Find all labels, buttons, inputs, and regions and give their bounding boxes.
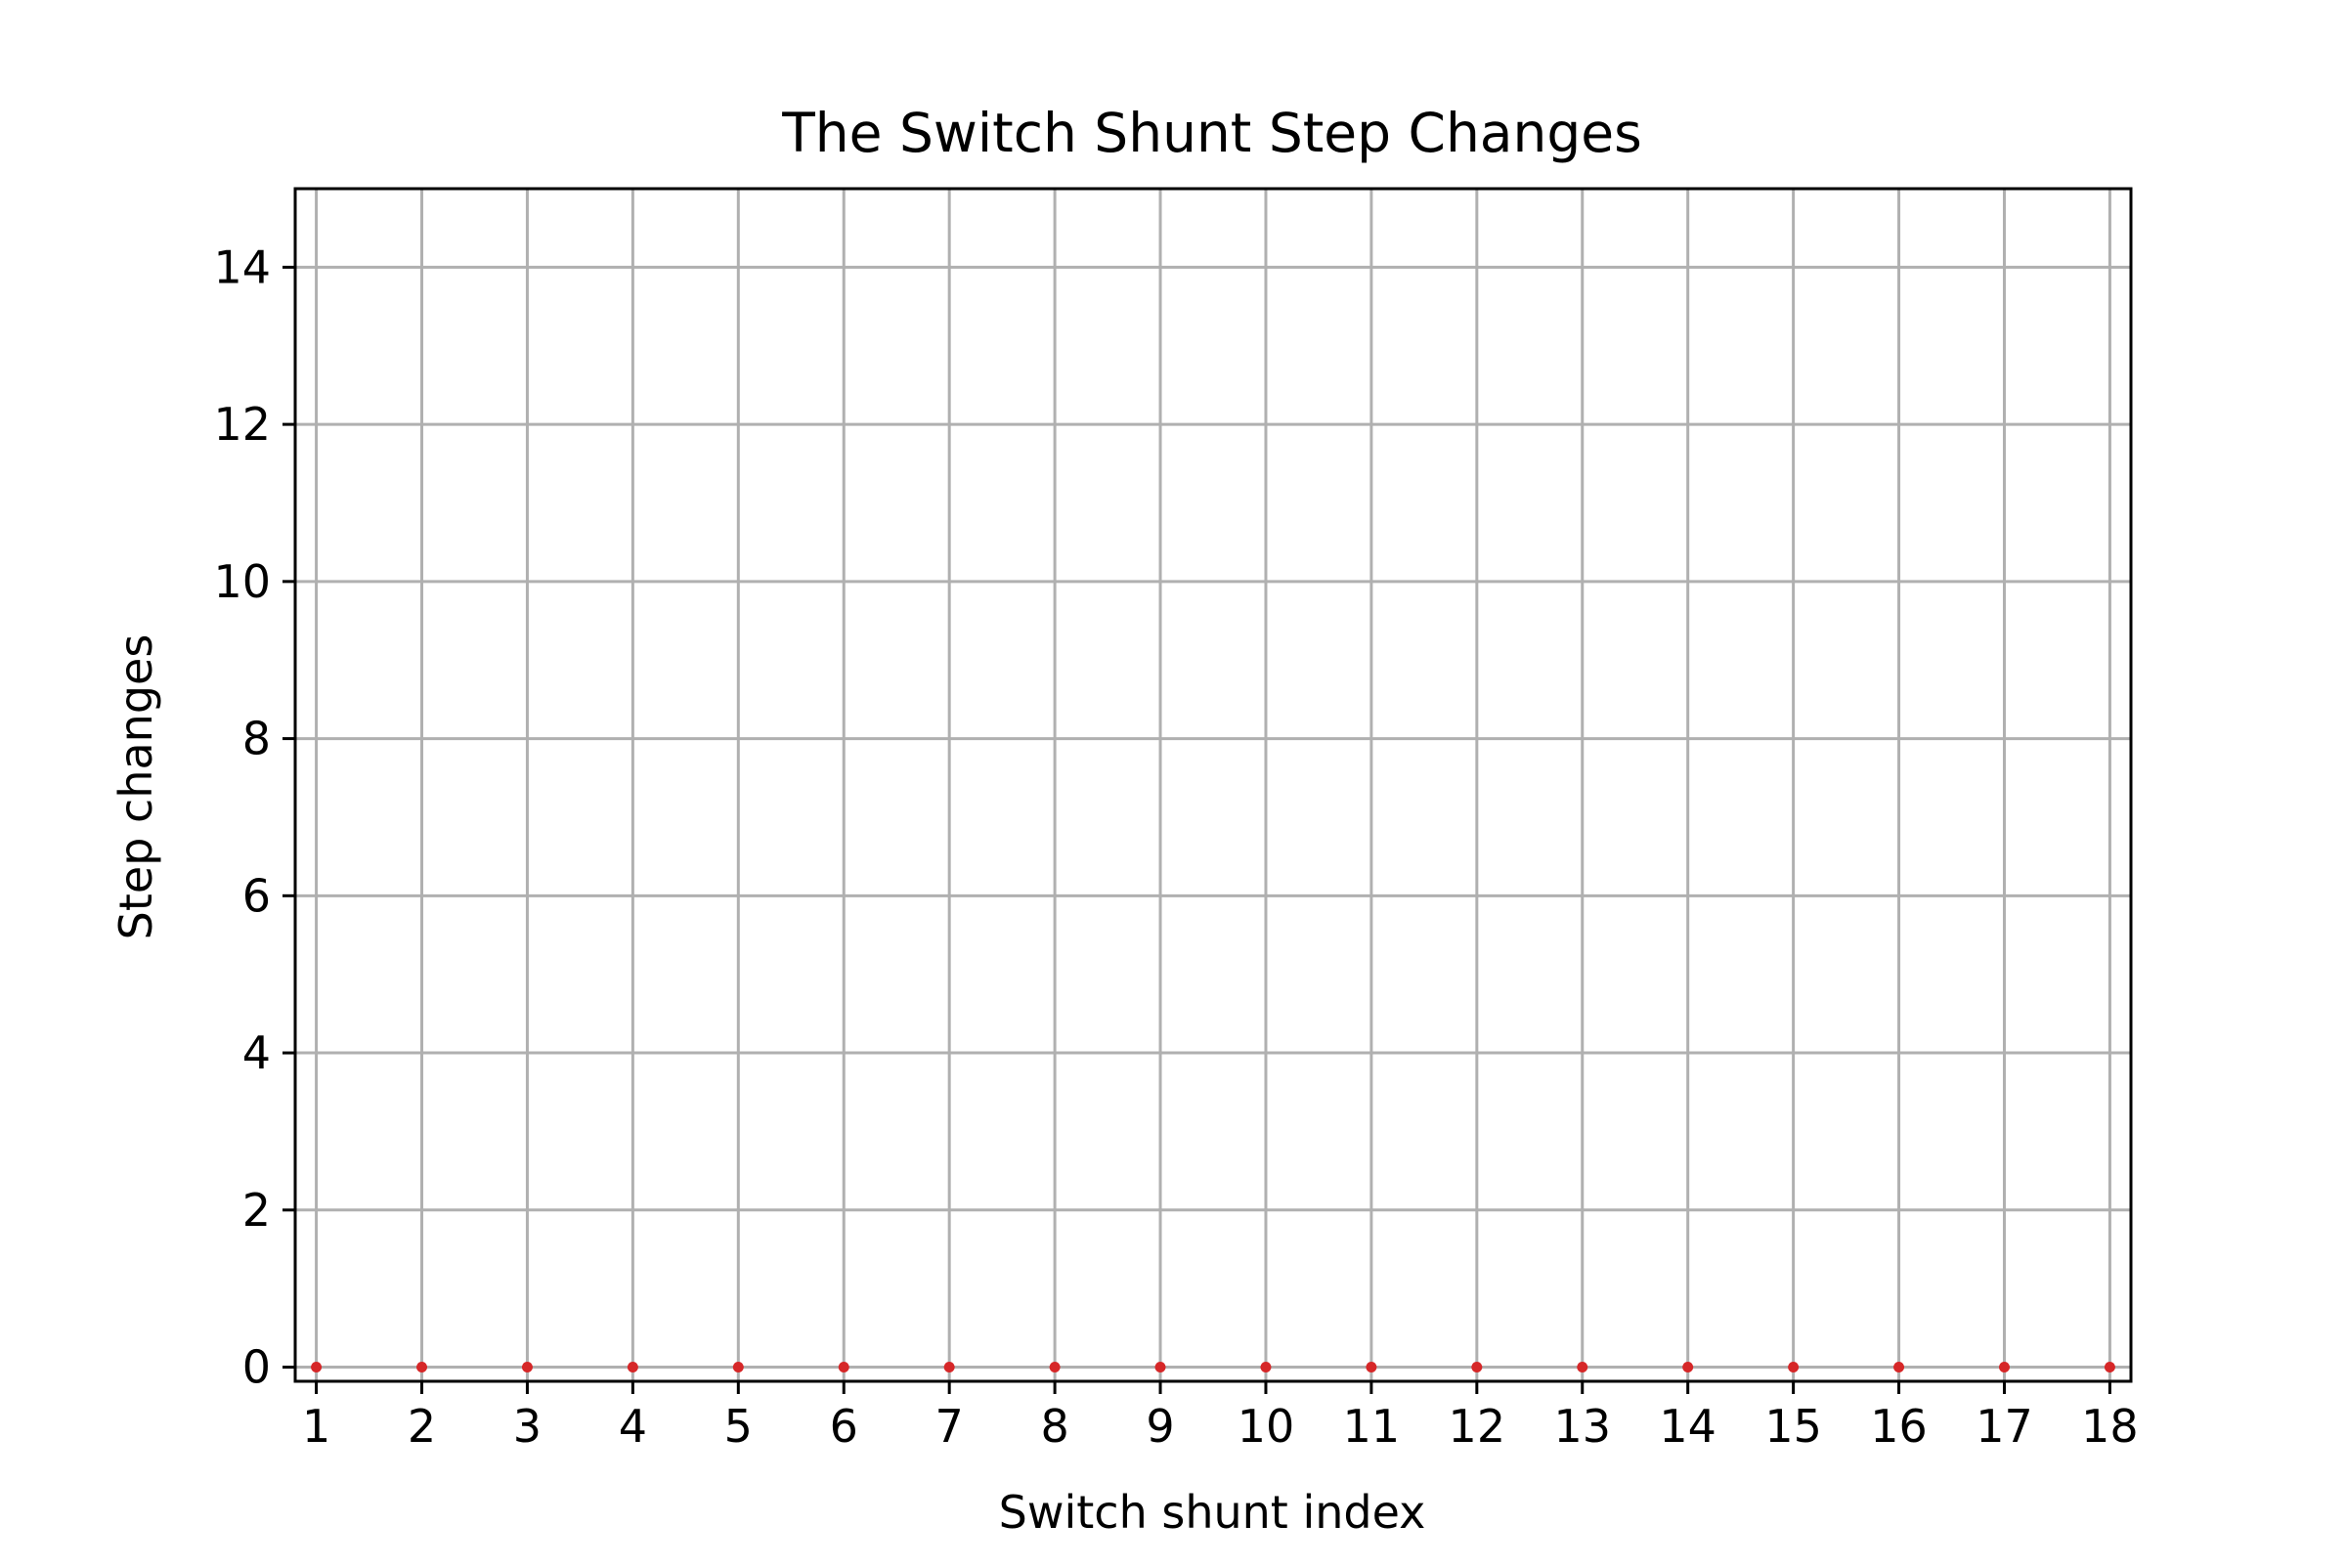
- y-tick-label: 10: [213, 555, 271, 608]
- y-tick-label: 8: [242, 713, 271, 765]
- data-point: [943, 1362, 955, 1373]
- x-tick-label: 11: [1343, 1400, 1401, 1453]
- y-axis-label: Step changes: [109, 634, 162, 940]
- x-tick-label: 17: [1976, 1400, 2033, 1453]
- x-tick-label: 16: [1870, 1400, 1928, 1453]
- data-point: [1893, 1362, 1905, 1373]
- y-ticks: 0 2 4 6 8 10 12 14: [213, 240, 295, 1394]
- data-point: [1366, 1362, 1377, 1373]
- y-tick-label: 12: [213, 398, 271, 451]
- data-point: [1260, 1362, 1272, 1373]
- data-point: [2104, 1362, 2115, 1373]
- x-axis-label: Switch shunt index: [999, 1486, 1426, 1539]
- x-tick-label: 8: [1040, 1400, 1068, 1453]
- data-point: [1049, 1362, 1061, 1373]
- data-point: [627, 1362, 638, 1373]
- x-tick-label: 13: [1553, 1400, 1611, 1453]
- data-point: [1998, 1362, 2010, 1373]
- data-point: [838, 1362, 849, 1373]
- x-tick-label: 12: [1449, 1400, 1506, 1453]
- x-tick-label: 4: [619, 1400, 647, 1453]
- x-tick-label: 6: [830, 1400, 858, 1453]
- x-tick-label: 5: [724, 1400, 753, 1453]
- chart-title: The Switch Shunt Step Changes: [781, 102, 1642, 164]
- x-tick-label: 2: [408, 1400, 436, 1453]
- x-tick-label: 15: [1764, 1400, 1822, 1453]
- data-point: [521, 1362, 533, 1373]
- y-tick-label: 14: [213, 240, 271, 293]
- x-tick-label: 18: [2081, 1400, 2139, 1453]
- y-tick-label: 2: [242, 1184, 271, 1237]
- x-tick-label: 7: [935, 1400, 964, 1453]
- x-tick-label: 3: [513, 1400, 542, 1453]
- data-point: [1154, 1362, 1166, 1373]
- y-tick-label: 4: [242, 1026, 271, 1079]
- x-tick-label: 14: [1659, 1400, 1716, 1453]
- data-point: [1682, 1362, 1694, 1373]
- x-ticks: 1 2 3 4 5 6 7 8 9 10 11 12 13 14 15 16 17 18: [302, 1381, 2139, 1453]
- points-layer: [311, 1362, 2115, 1373]
- x-tick-label: 1: [302, 1400, 330, 1453]
- y-tick-label: 6: [242, 869, 271, 922]
- y-tick-label: 0: [242, 1341, 271, 1394]
- data-point: [1788, 1362, 1800, 1373]
- plot-frame: [293, 187, 2133, 1383]
- data-point: [1577, 1362, 1588, 1373]
- grid-layer: [295, 189, 2131, 1381]
- data-point: [1471, 1362, 1483, 1373]
- x-tick-label: 10: [1238, 1400, 1295, 1453]
- data-point: [416, 1362, 428, 1373]
- data-point: [732, 1362, 744, 1373]
- data-point: [311, 1362, 323, 1373]
- x-tick-label: 9: [1146, 1400, 1174, 1453]
